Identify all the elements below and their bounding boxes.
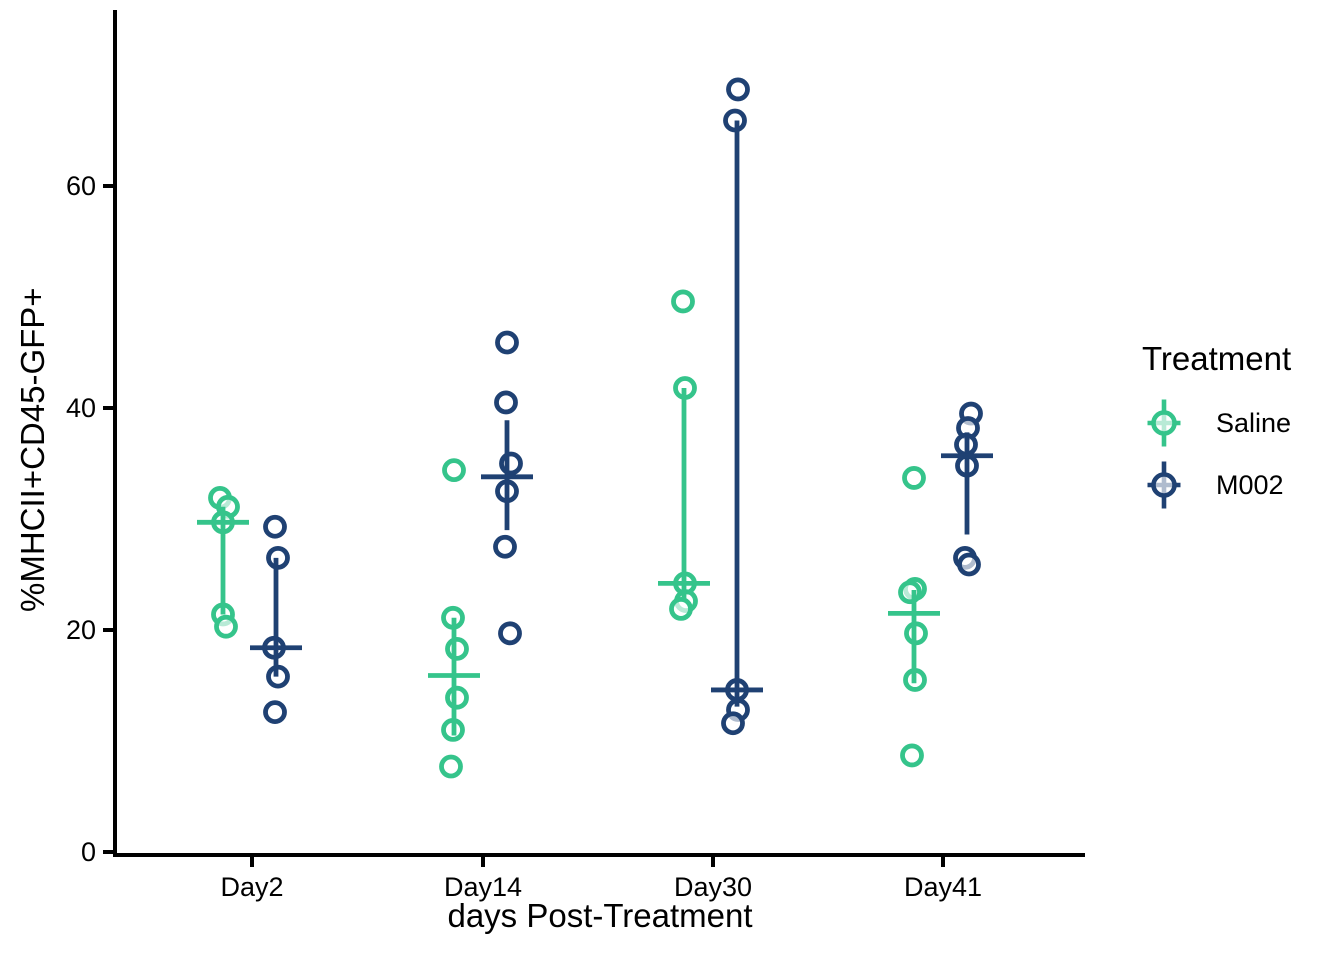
data-point-saline-day41 bbox=[902, 466, 926, 490]
y-tick-label-20: 20 bbox=[65, 615, 96, 645]
data-point-saline-day30 bbox=[671, 289, 695, 314]
data-point-m002-day2 bbox=[263, 514, 287, 539]
x-tick-label-day14: Day14 bbox=[443, 872, 523, 902]
x-axis-title: days Post-Treatment bbox=[447, 897, 753, 934]
x-tick-label-day2: Day2 bbox=[220, 872, 284, 902]
data-point-m002-day14 bbox=[499, 451, 523, 476]
x-tick-label-day30: Day30 bbox=[673, 872, 753, 902]
legend-label-m002: M002 bbox=[1216, 469, 1284, 500]
data-point-saline-day14 bbox=[445, 685, 469, 710]
data-point-saline-day41 bbox=[898, 580, 922, 605]
data-point-m002-day30 bbox=[726, 77, 750, 102]
legend: Treatment Saline M002 bbox=[1134, 340, 1344, 516]
data-point-m002-day14 bbox=[494, 390, 518, 415]
y-tick-label-60: 60 bbox=[65, 171, 96, 201]
m002-pointrange-icon bbox=[1134, 454, 1194, 516]
data-point-saline-day14 bbox=[445, 636, 469, 661]
data-point-m002-day14 bbox=[498, 621, 522, 646]
data-point-saline-day41 bbox=[900, 743, 924, 768]
data-point-m002-day14 bbox=[493, 534, 517, 559]
data-point-saline-day14 bbox=[442, 458, 466, 483]
data-point-m002-day2 bbox=[263, 700, 287, 725]
data-point-m002-day14 bbox=[495, 330, 519, 355]
legend-item-m002: M002 bbox=[1134, 454, 1344, 516]
legend-item-saline: Saline bbox=[1134, 392, 1344, 454]
data-point-m002-day30 bbox=[721, 711, 745, 736]
saline-pointrange-icon bbox=[1134, 392, 1194, 454]
data-point-saline-day30 bbox=[669, 597, 693, 621]
data-point-m002-day41 bbox=[957, 552, 981, 577]
legend-label-saline: Saline bbox=[1216, 407, 1292, 438]
y-tick-label-0: 0 bbox=[80, 837, 96, 867]
legend-title: Treatment bbox=[1142, 340, 1292, 377]
y-tick-label-40: 40 bbox=[65, 393, 96, 423]
data-point-saline-day2 bbox=[214, 614, 238, 639]
data-point-saline-day14 bbox=[439, 754, 463, 779]
x-tick-label-day41: Day41 bbox=[903, 872, 983, 902]
y-axis-title: %MHCII+CD45-GFP+ bbox=[14, 287, 51, 613]
